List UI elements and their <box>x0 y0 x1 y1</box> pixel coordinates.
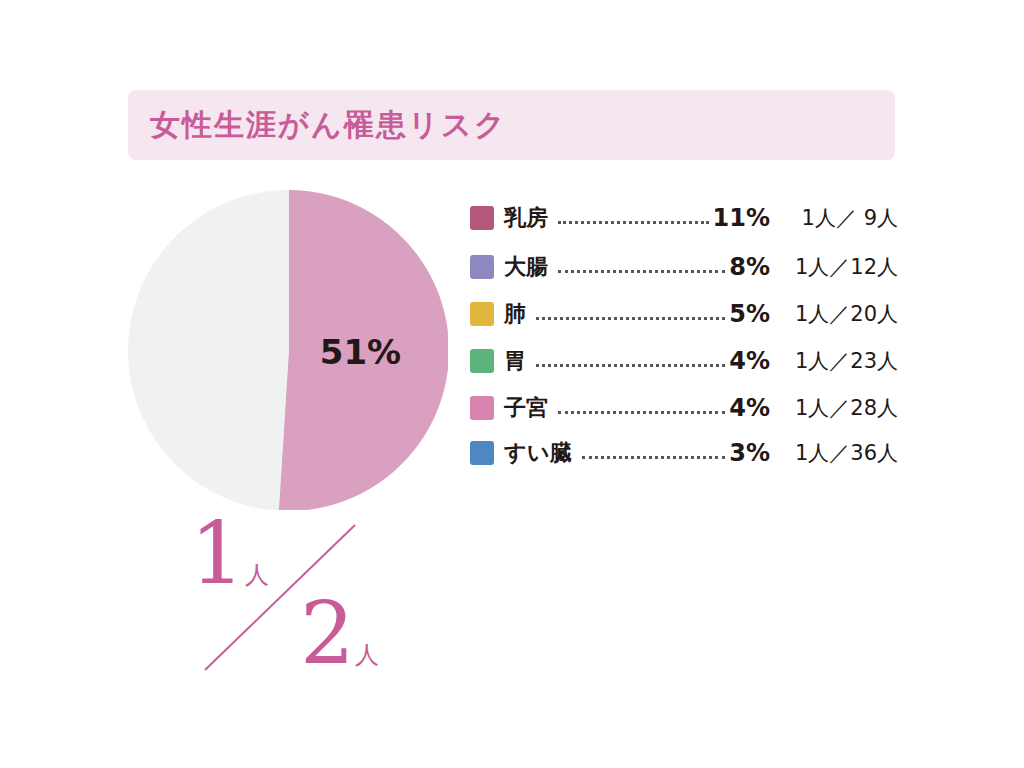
html-text:人: 人 <box>244 561 269 589</box>
html-text:5%: 5% <box>729 300 770 328</box>
html-text:2: 2 <box>300 583 355 683</box>
html-text:4%: 4% <box>729 347 770 375</box>
html-text:大腸: 大腸 <box>504 254 548 279</box>
html-text:1人／ 9人: 1人／ 9人 <box>801 206 898 230</box>
html-text:1: 1 <box>190 503 245 603</box>
html-text:1人／20人: 1人／20人 <box>794 302 898 326</box>
html-text:11%: 11% <box>712 204 770 232</box>
html-text:女性生涯がん罹患リスク: 女性生涯がん罹患リスク <box>150 106 507 142</box>
html-text:肺: 肺 <box>504 301 526 326</box>
html-text:子宮: 子宮 <box>504 395 548 420</box>
html-text:乳房: 乳房 <box>504 205 548 230</box>
html-text:3%: 3% <box>729 439 770 467</box>
html-text:1人／36人: 1人／36人 <box>794 441 898 465</box>
html-text:1人／28人: 1人／28人 <box>794 396 898 420</box>
html-text:すい臓: すい臓 <box>504 440 572 465</box>
html-text:8%: 8% <box>729 253 770 281</box>
html-text:1人／23人: 1人／23人 <box>794 349 898 373</box>
html-text:4%: 4% <box>729 394 770 422</box>
html-text:人: 人 <box>354 641 379 669</box>
html-text:胃: 胃 <box>504 348 526 373</box>
html-text:1人／12人: 1人／12人 <box>794 255 898 279</box>
svg-text:51%: 51% <box>320 332 401 372</box>
